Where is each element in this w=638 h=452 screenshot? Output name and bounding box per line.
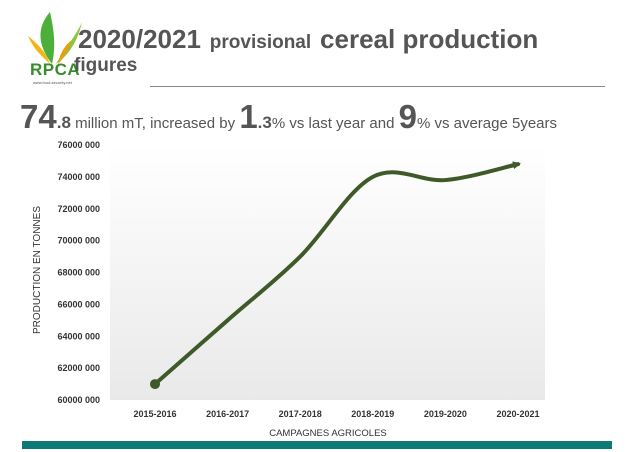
headline-value-int: 74 [20,98,57,135]
title-line2: figures [74,55,138,76]
x-tick-label: 2019-2020 [424,409,467,419]
x-tick-label: 2017-2018 [279,409,322,419]
x-tick-label: 2020-2021 [496,409,539,419]
x-tick-label: 2015-2016 [133,409,176,419]
y-axis-ticks: 60000 000 62000 000 64000 000 66000 000 6800… [57,140,100,405]
headline-text3: % vs average 5years [416,115,558,132]
headline-value-dec: .8 [56,113,71,132]
plot-area [110,145,545,400]
y-tick-label: 74000 000 [57,172,100,182]
y-tick-label: 72000 000 [57,204,100,214]
footer-bar [22,441,612,449]
headline-pct2: 9 [398,98,417,135]
series-line [153,161,521,387]
headline-summary: 74.8 million mT, increased by 1.3% vs la… [20,98,557,136]
page-title: 2020/2021 provisional cereal production [78,22,538,58]
headline-text2: % vs last year and [271,115,399,132]
y-axis-label: PRODUCTION EN TONNES [32,206,43,334]
headline-text1: million mT, increased by [70,115,240,132]
data-point-2015-2016 [150,379,160,390]
y-tick-label: 76000 000 [57,140,100,150]
title-rest: cereal production [320,24,539,54]
y-tick-label: 70000 000 [57,236,100,246]
y-tick-label: 60000 000 [57,395,100,405]
x-tick-label: 2018-2019 [351,409,394,419]
x-tick-label: 2016-2017 [206,409,249,419]
title-year: 2020/2021 [78,24,201,54]
x-axis-ticks: 2015-2016 2016-2017 2017-2018 2018-2019 2019… [133,409,539,419]
header-divider [150,86,605,87]
y-tick-label: 66000 000 [57,299,100,309]
y-tick-label: 68000 000 [57,268,100,278]
rpca-leaf-logo-icon [28,12,82,64]
y-tick-label: 64000 000 [57,331,100,341]
title-provisional: provisional [209,32,312,53]
x-axis-label: CAMPAGNES AGRICOLES [269,428,387,439]
headline-pct1-int: 1 [239,98,258,135]
logo-subtext: www.food-security.net [33,80,72,85]
y-tick-label: 62000 000 [57,363,100,373]
production-line-chart: 60000 000 62000 000 64000 000 66000 000 6800… [32,140,545,439]
logo-text: RPCA [30,60,81,79]
headline-pct1-dec: .3 [257,113,272,132]
